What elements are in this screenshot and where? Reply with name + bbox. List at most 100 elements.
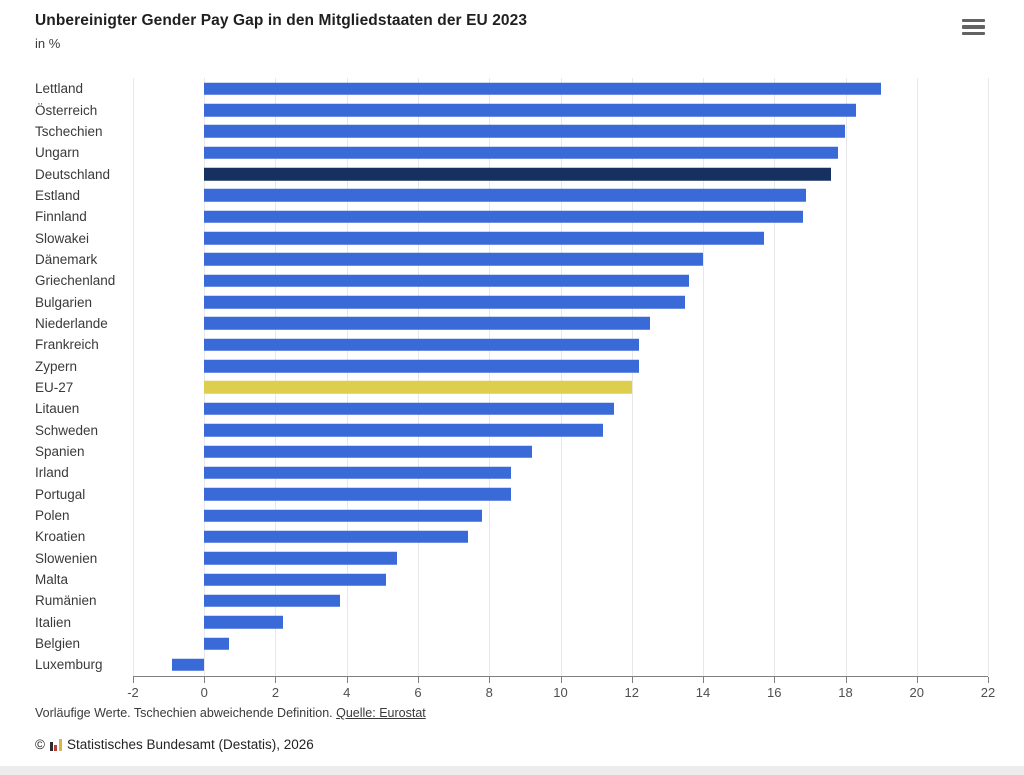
- category-label: Österreich: [35, 102, 98, 118]
- category-label: Spanien: [35, 444, 85, 460]
- axis-tick: [346, 677, 348, 683]
- x-axis: -2 0 2 4 6 8 10 12 14 16 18 20 22: [127, 676, 995, 706]
- axis-tick: [631, 677, 633, 683]
- bar-Slowakei[interactable]: [204, 231, 764, 245]
- bar-track: [133, 505, 988, 526]
- bar-Polen[interactable]: [204, 509, 483, 522]
- bar-Malta[interactable]: [204, 573, 386, 586]
- bar-Estland[interactable]: [204, 189, 807, 202]
- bar-Kroatien[interactable]: [204, 530, 468, 544]
- copyright-line: © Statistisches Bundesamt (Destatis), 20…: [35, 737, 314, 752]
- copyright-text: Statistisches Bundesamt (Destatis), 2026: [66, 737, 314, 752]
- axis-tick-label: 10: [553, 685, 568, 700]
- bar-Österreich[interactable]: [204, 103, 857, 117]
- category-label: Litauen: [35, 401, 80, 417]
- gridline: [133, 78, 134, 676]
- category-label: Finnland: [35, 209, 87, 225]
- axis-tick-label: 22: [980, 685, 996, 700]
- chart-row: Slowenien: [35, 548, 988, 569]
- gridline: [204, 78, 206, 676]
- gridline: [988, 78, 989, 676]
- bar-Irland[interactable]: [204, 466, 511, 480]
- chart-row: Österreich: [35, 99, 988, 120]
- bar-Griechenland[interactable]: [204, 274, 689, 288]
- hamburger-menu-icon[interactable]: [962, 16, 988, 38]
- category-label: Belgien: [35, 636, 81, 652]
- gridline: [916, 78, 918, 676]
- chart-row: Deutschland: [35, 163, 988, 184]
- bar-Finnland[interactable]: [204, 210, 803, 223]
- category-label: Schweden: [35, 422, 99, 438]
- category-label: Polen: [35, 508, 70, 524]
- chart-row: Portugal: [35, 484, 988, 505]
- axis-tick: [774, 677, 776, 683]
- gridline: [417, 78, 419, 676]
- bar-track: [133, 398, 988, 419]
- axis-tick: [845, 677, 847, 683]
- bar-Spanien[interactable]: [204, 445, 532, 458]
- axis-tick: [275, 677, 277, 683]
- chart-row: Niederlande: [35, 313, 988, 334]
- axis-tick-label: 4: [343, 685, 351, 700]
- bar-chart: Lettland Österreich Tschechien Ungarn Deutsc…: [35, 78, 995, 700]
- bar-Italien[interactable]: [204, 616, 283, 629]
- bar-Lettland[interactable]: [204, 82, 882, 95]
- bar-Portugal[interactable]: [204, 487, 511, 501]
- category-label: Lettland: [35, 81, 84, 97]
- category-label: Rumänien: [35, 593, 97, 609]
- axis-tick: [988, 677, 989, 683]
- bar-track: [133, 163, 988, 184]
- axis-tick-label: 20: [909, 685, 924, 700]
- bar-Slowenien[interactable]: [204, 551, 397, 565]
- category-label: Luxemburg: [35, 657, 103, 673]
- bar-EU-27[interactable]: [204, 381, 632, 394]
- bar-Deutschland[interactable]: [204, 167, 832, 181]
- chart-subtitle: in %: [35, 36, 61, 51]
- chart-row: Italien: [35, 612, 988, 633]
- bar-track: [133, 313, 988, 334]
- bar-track: [133, 633, 988, 654]
- axis-tick: [560, 677, 562, 683]
- bar-Zypern[interactable]: [204, 359, 639, 373]
- chart-row: Dänemark: [35, 249, 988, 270]
- bar-track: [133, 185, 988, 206]
- bar-Litauen[interactable]: [204, 402, 614, 416]
- gridline: [346, 78, 348, 676]
- bar-track: [133, 526, 988, 547]
- bar-track: [133, 291, 988, 312]
- bar-Rumänien[interactable]: [204, 594, 340, 608]
- bar-track: [133, 462, 988, 483]
- category-label: Frankreich: [35, 337, 99, 353]
- axis-tick: [489, 677, 491, 683]
- bottom-divider: [0, 766, 1024, 775]
- bar-track: [133, 441, 988, 462]
- axis-tick-label: -2: [127, 685, 139, 700]
- bar-track: [133, 270, 988, 291]
- chart-row: Ungarn: [35, 142, 988, 163]
- bar-track: [133, 548, 988, 569]
- bar-Ungarn[interactable]: [204, 146, 839, 159]
- axis-tick-label: 12: [624, 685, 639, 700]
- bar-Niederlande[interactable]: [204, 317, 650, 330]
- category-label: Zypern: [35, 358, 78, 374]
- x-axis-line: [133, 676, 988, 677]
- bar-track: [133, 590, 988, 611]
- category-label: Portugal: [35, 486, 86, 502]
- bar-Luxemburg[interactable]: [172, 658, 205, 672]
- chart-row: Luxemburg: [35, 654, 988, 675]
- category-label: Niederlande: [35, 315, 108, 331]
- category-label: Kroatien: [35, 529, 86, 545]
- bar-Dänemark[interactable]: [204, 253, 703, 266]
- bar-Schweden[interactable]: [204, 423, 604, 437]
- source-link[interactable]: Quelle: Eurostat: [336, 706, 426, 720]
- chart-row: Polen: [35, 505, 988, 526]
- bar-track: [133, 227, 988, 248]
- bar-track: [133, 420, 988, 441]
- bar-Frankreich[interactable]: [204, 338, 639, 352]
- axis-tick-label: 14: [695, 685, 711, 700]
- chart-row: Slowakei: [35, 227, 988, 248]
- bar-Belgien[interactable]: [204, 637, 230, 650]
- bar-Bulgarien[interactable]: [204, 295, 686, 309]
- footnote: Vorläufige Werte. Tschechien abweichende…: [35, 706, 426, 720]
- bar-Tschechien[interactable]: [204, 125, 846, 138]
